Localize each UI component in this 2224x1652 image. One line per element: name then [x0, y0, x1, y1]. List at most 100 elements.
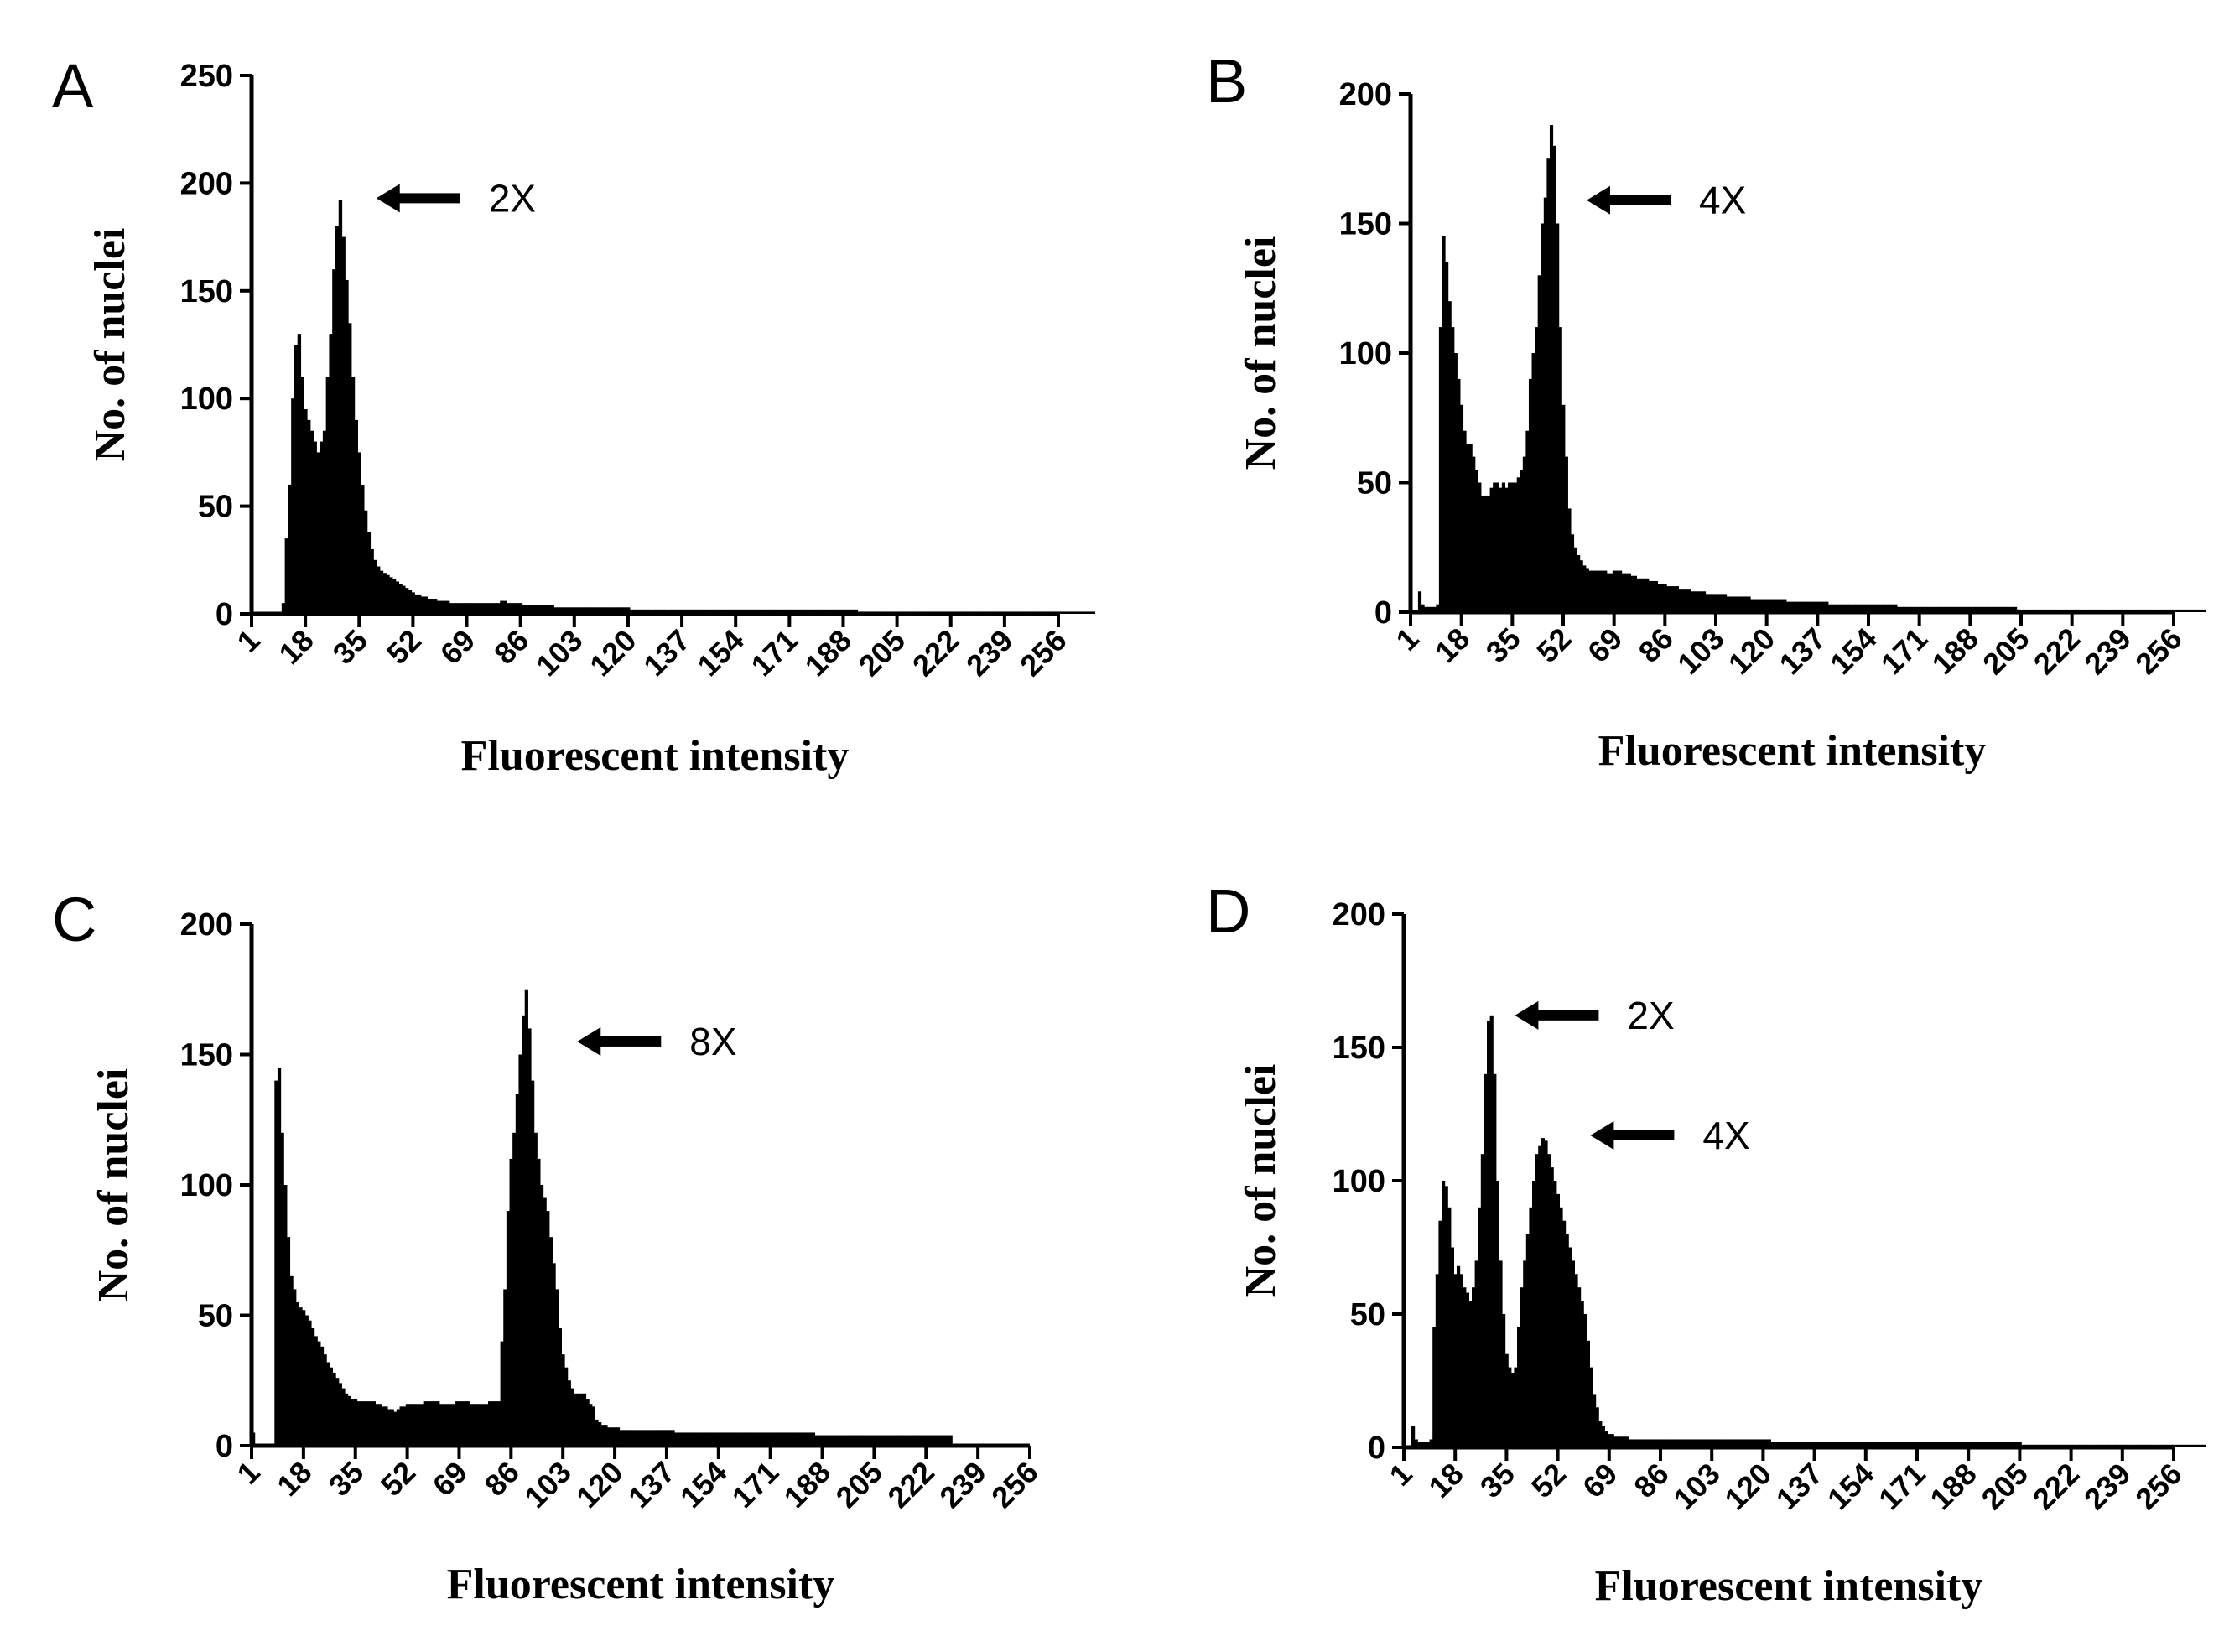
histogram-bar: [2199, 1444, 2203, 1447]
x-tick-label: 171: [725, 1455, 785, 1514]
histogram-bar: [701, 1432, 706, 1446]
histogram-bar: [1508, 1367, 1512, 1447]
histogram-bar: [598, 607, 602, 614]
histogram-bar: [354, 419, 358, 614]
histogram-bar: [1613, 1436, 1618, 1447]
peak-arrow: [376, 184, 460, 213]
histogram-bar: [1855, 1442, 1859, 1447]
histogram-bar: [1633, 575, 1638, 612]
histogram-bar: [481, 1404, 486, 1446]
histogram-bar: [1522, 456, 1526, 612]
histogram-bar: [488, 1401, 492, 1446]
histogram-bar: [721, 609, 725, 614]
histogram-bar: [1998, 606, 2003, 612]
histogram-bar: [829, 1435, 834, 1446]
histogram-bar: [1806, 1442, 1811, 1447]
histogram-bar: [366, 1401, 370, 1446]
histogram-bar: [543, 1197, 547, 1446]
histogram-bar: [768, 609, 773, 614]
histogram-bar: [405, 1404, 410, 1446]
histogram-bar: [1825, 601, 1829, 612]
histogram-bar: [1834, 1442, 1838, 1447]
histogram-bar: [541, 605, 545, 614]
histogram-bar: [928, 1435, 932, 1446]
histogram-bar: [1891, 1442, 1895, 1447]
x-tick-label: 171: [745, 623, 804, 683]
x-tick-label: 137: [621, 1455, 681, 1514]
histogram-bar: [775, 609, 779, 614]
x-tick-label: 222: [881, 1455, 940, 1514]
x-tick-label: 18: [270, 1455, 318, 1503]
histogram-bar: [730, 609, 735, 614]
histogram-bar: [729, 1432, 733, 1446]
histogram-bar: [1728, 1439, 1733, 1447]
histogram-bar: [1896, 606, 1901, 612]
panel-letter: D: [1206, 876, 1250, 946]
histogram-bar: [878, 1435, 883, 1446]
histogram-bar: [414, 1404, 418, 1446]
histogram-bar: [283, 1185, 288, 1446]
histogram-bar: [439, 600, 444, 614]
histogram-bar: [800, 609, 804, 614]
peak-arrow: [1590, 1120, 1675, 1150]
x-tick-label: 52: [374, 1455, 422, 1503]
histogram-bar: [509, 603, 513, 614]
histogram-bar: [1936, 606, 1940, 612]
histogram-bar: [1625, 1436, 1629, 1447]
histogram-bar: [1642, 578, 1646, 612]
histogram-bar: [629, 609, 634, 614]
x-tick-label: 18: [1422, 1457, 1470, 1504]
histogram-bar: [329, 1367, 334, 1446]
histogram-bar: [463, 1401, 468, 1446]
histogram-bar: [1852, 1442, 1856, 1447]
histogram-bar: [1588, 570, 1593, 612]
histogram-bar: [1546, 158, 1551, 612]
annotation-label: 2X: [489, 176, 536, 220]
histogram-bar: [1912, 1442, 1916, 1447]
histogram-bar: [439, 1404, 444, 1446]
histogram-bar: [610, 1427, 614, 1446]
histogram-bar: [1961, 1442, 1965, 1447]
histogram-bar: [423, 596, 428, 614]
histogram-bar: [322, 430, 327, 614]
histogram-bar: [665, 1430, 669, 1446]
histogram-bar: [326, 1362, 330, 1446]
histogram-bar: [1827, 604, 1832, 612]
x-tick-label: 120: [583, 623, 642, 683]
histogram-bar: [539, 1185, 544, 1446]
histogram-bar: [1678, 589, 1682, 612]
histogram-bar: [1962, 606, 1967, 612]
histogram-bar: [750, 609, 754, 614]
histogram-bar: [1930, 1442, 1935, 1447]
histogram-bar: [869, 1435, 874, 1446]
histogram-bar: [1661, 1439, 1665, 1447]
histogram-bar: [744, 1432, 748, 1446]
histogram-bar: [673, 609, 678, 614]
histogram-bar: [1770, 1442, 1775, 1447]
x-tick-label: 239: [2078, 621, 2138, 681]
histogram-bar: [1959, 606, 1964, 612]
histogram-bar: [1468, 1301, 1473, 1447]
histogram-bar: [320, 441, 324, 614]
histogram-bar: [1525, 1234, 1530, 1447]
chart-panel-b: B 0 50 100 150 200 1 18 35 52 69 861031201371541711…: [1206, 46, 2206, 775]
histogram-bar: [403, 1406, 407, 1446]
histogram-bar: [1552, 145, 1556, 613]
histogram-bar: [1675, 586, 1679, 612]
histogram-bar: [1066, 611, 1070, 614]
histogram-bar: [1956, 606, 1961, 612]
histogram-bar: [1639, 578, 1644, 612]
histogram-bar: [1792, 601, 1796, 612]
histogram-bar: [1905, 606, 1910, 612]
x-tick-label: 256: [2128, 1457, 2188, 1516]
histogram-bar: [572, 607, 577, 614]
histogram-bar: [1502, 1314, 1506, 1447]
histogram-bar: [714, 1432, 718, 1446]
histogram-bar: [361, 484, 365, 614]
histogram-bar: [1732, 596, 1736, 612]
x-axis-title: Fluorescent intensity: [447, 1561, 835, 1608]
histogram-bar: [1761, 1439, 1765, 1447]
histogram-bar: [465, 603, 470, 614]
histogram-bar: [692, 1432, 697, 1446]
histogram-bar: [1759, 599, 1763, 612]
